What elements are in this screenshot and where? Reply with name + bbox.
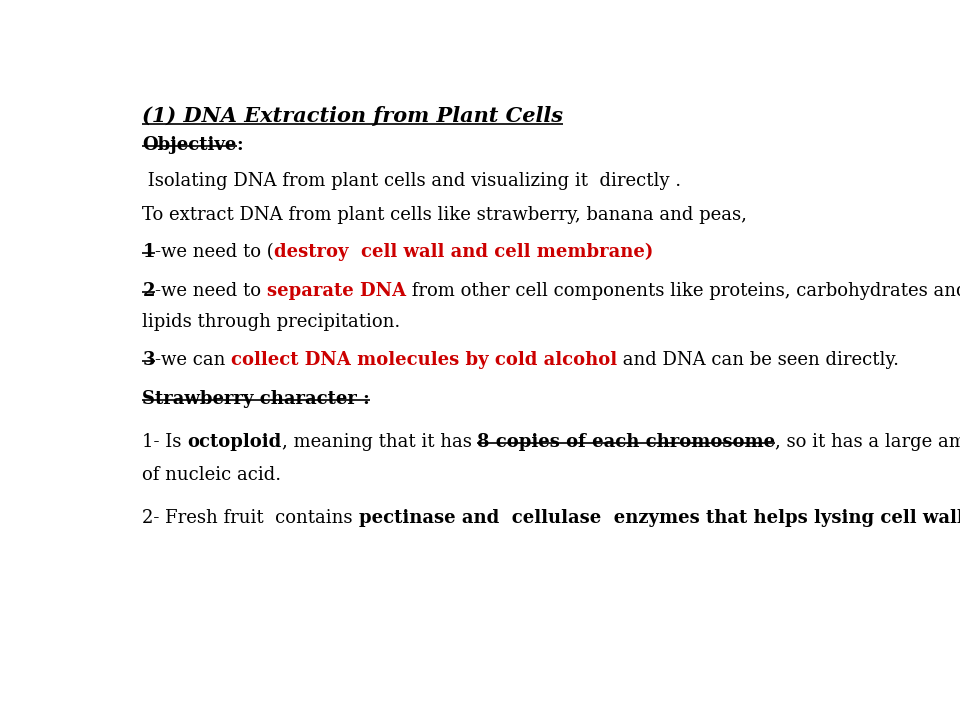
Text: lipids through precipitation.: lipids through precipitation. <box>142 312 400 330</box>
Text: of nucleic acid.: of nucleic acid. <box>142 466 281 484</box>
Text: 1: 1 <box>142 243 155 261</box>
Text: Isolating DNA from plant cells and visualizing it  directly .: Isolating DNA from plant cells and visua… <box>142 172 682 190</box>
Text: separate DNA: separate DNA <box>267 282 406 300</box>
Text: To extract DNA from plant cells like strawberry, banana and peas,: To extract DNA from plant cells like str… <box>142 206 747 224</box>
Text: 2- Fresh fruit  contains: 2- Fresh fruit contains <box>142 509 359 527</box>
Text: destroy  cell wall and cell membrane): destroy cell wall and cell membrane) <box>274 243 653 261</box>
Text: , so it has a large amount: , so it has a large amount <box>776 433 960 451</box>
Text: :: : <box>237 136 243 154</box>
Text: -we need to: -we need to <box>155 282 267 300</box>
Text: octoploid: octoploid <box>187 433 281 451</box>
Text: 1- Is: 1- Is <box>142 433 187 451</box>
Text: and DNA can be seen directly.: and DNA can be seen directly. <box>617 351 900 369</box>
Text: Objective: Objective <box>142 136 237 154</box>
Text: from other cell components like proteins, carbohydrates and: from other cell components like proteins… <box>406 282 960 300</box>
Text: pectinase and  cellulase  enzymes that helps lysing cell wall: pectinase and cellulase enzymes that hel… <box>359 509 960 527</box>
Text: 2: 2 <box>142 282 155 300</box>
Text: 3: 3 <box>142 351 155 369</box>
Text: -we need to (: -we need to ( <box>155 243 274 261</box>
Text: , meaning that it has: , meaning that it has <box>281 433 477 451</box>
Text: 8 copies of each chromosome: 8 copies of each chromosome <box>477 433 776 451</box>
Text: (1) DNA Extraction from Plant Cells: (1) DNA Extraction from Plant Cells <box>142 106 564 126</box>
Text: collect DNA molecules by cold alcohol: collect DNA molecules by cold alcohol <box>231 351 617 369</box>
Text: Strawberry character :: Strawberry character : <box>142 390 370 408</box>
Text: -we can: -we can <box>155 351 231 369</box>
